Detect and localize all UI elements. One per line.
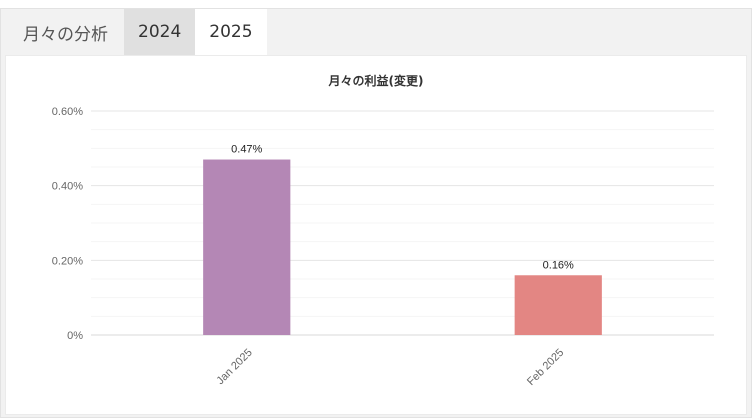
bar-value-label: 0.16%: [543, 259, 574, 271]
y-tick-label: 0.40%: [52, 181, 83, 193]
tab-2024[interactable]: 2024: [124, 9, 196, 55]
x-tick-label: Feb 2025: [525, 347, 566, 388]
bar-value-label: 0.47%: [231, 144, 262, 156]
tab-bar: 月々の分析 2024 2025: [1, 9, 751, 55]
y-tick-label: 0%: [67, 330, 83, 342]
bar: [203, 159, 291, 335]
bar: [514, 275, 602, 335]
monthly-analysis-widget: 月々の分析 2024 2025 月々の利益(変更) 0% 0.20% 0.40% 0.…: [0, 8, 752, 418]
chart-title: 月々の利益(変更): [328, 74, 424, 88]
tab-2025[interactable]: 2025: [195, 9, 267, 55]
x-tick-label: Jan 2025: [214, 347, 254, 387]
chart-panel: 月々の利益(変更) 0% 0.20% 0.40% 0.60% 0.47% Jan 2025…: [5, 55, 747, 415]
y-tick-label: 0.60%: [52, 106, 83, 118]
bar-chart: 0% 0.20% 0.40% 0.60% 0.47% Jan 2025 0.16% Feb 2…: [52, 106, 714, 388]
tab-bar-title: 月々の分析: [23, 24, 108, 45]
y-tick-label: 0.20%: [52, 255, 83, 267]
